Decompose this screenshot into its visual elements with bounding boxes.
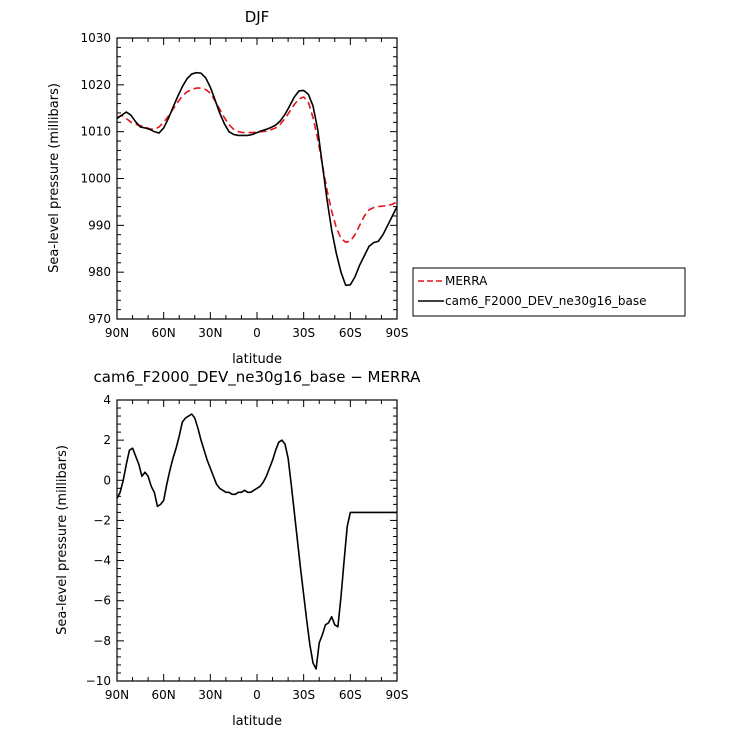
top-x-axis-title: latitude	[232, 352, 282, 367]
top-x-tick-label: 30N	[198, 326, 222, 340]
legend-model-label: cam6_F2000_DEV_ne30g16_base	[445, 294, 647, 308]
legend-merra-label: MERRA	[445, 274, 488, 288]
bottom-series-line-difference	[116, 413, 397, 670]
bottom-x-tick-label: 90N	[105, 688, 129, 702]
bottom-y-tick-label: −10	[86, 674, 111, 688]
bottom-x-tick-label: 90S	[386, 688, 409, 702]
top-x-tick-label: 30S	[292, 326, 315, 340]
bottom-y-tick-label: −6	[93, 594, 111, 608]
bottom-y-tick-label: 0	[103, 473, 111, 487]
top-series-line-merra	[116, 87, 398, 243]
legend: MERRA cam6_F2000_DEV_ne30g16_base	[412, 267, 686, 317]
bottom-y-axis-title: Sea-level pressure (millibars)	[55, 445, 70, 635]
bottom-chart-title: cam6_F2000_DEV_ne30g16_base − MERRA	[94, 368, 422, 387]
top-y-tick-label: 970	[88, 312, 111, 326]
bottom-x-tick-label: 30N	[198, 688, 222, 702]
bottom-y-tick-label: −2	[93, 513, 111, 527]
top-chart-title: DJF	[245, 8, 270, 26]
bottom-y-tick-label: 2	[103, 433, 111, 447]
top-x-tick-label: 60S	[339, 326, 362, 340]
top-y-tick-label: 990	[88, 218, 111, 232]
top-x-tick-label: 90N	[105, 326, 129, 340]
top-series-line-cam6-f2000-dev-ne30g16-base	[116, 71, 398, 287]
top-y-axis-title: Sea-level pressure (millibars)	[47, 83, 62, 273]
top-x-tick-label: 60N	[152, 326, 176, 340]
top-plot-frame	[116, 37, 398, 320]
bottom-x-axis-title: latitude	[232, 714, 282, 729]
top-y-tick-label: 1000	[80, 172, 111, 186]
bottom-y-tick-label: −8	[93, 634, 111, 648]
top-y-tick-label: 1030	[80, 31, 111, 45]
top-x-tick-label: 90S	[386, 326, 409, 340]
top-y-tick-label: 1010	[80, 125, 111, 139]
legend-box	[412, 267, 686, 317]
bottom-y-tick-label: 4	[103, 393, 111, 407]
bottom-y-tick-label: −4	[93, 554, 111, 568]
top-chart: DJF 90N 60N 30N 0 30S 60S 90S 970 980 990 1000 1010…	[47, 8, 408, 367]
bottom-x-tick-label: 60S	[339, 688, 362, 702]
top-x-tick-label: 0	[253, 326, 261, 340]
bottom-chart: cam6_F2000_DEV_ne30g16_base − MERRA 90N 6…	[55, 368, 421, 729]
top-y-tick-label: 980	[88, 265, 111, 279]
bottom-x-tick-label: 60N	[152, 688, 176, 702]
top-y-tick-label: 1020	[80, 78, 111, 92]
bottom-x-tick-label: 30S	[292, 688, 315, 702]
bottom-x-tick-label: 0	[253, 688, 261, 702]
bottom-plot-frame	[116, 399, 398, 682]
